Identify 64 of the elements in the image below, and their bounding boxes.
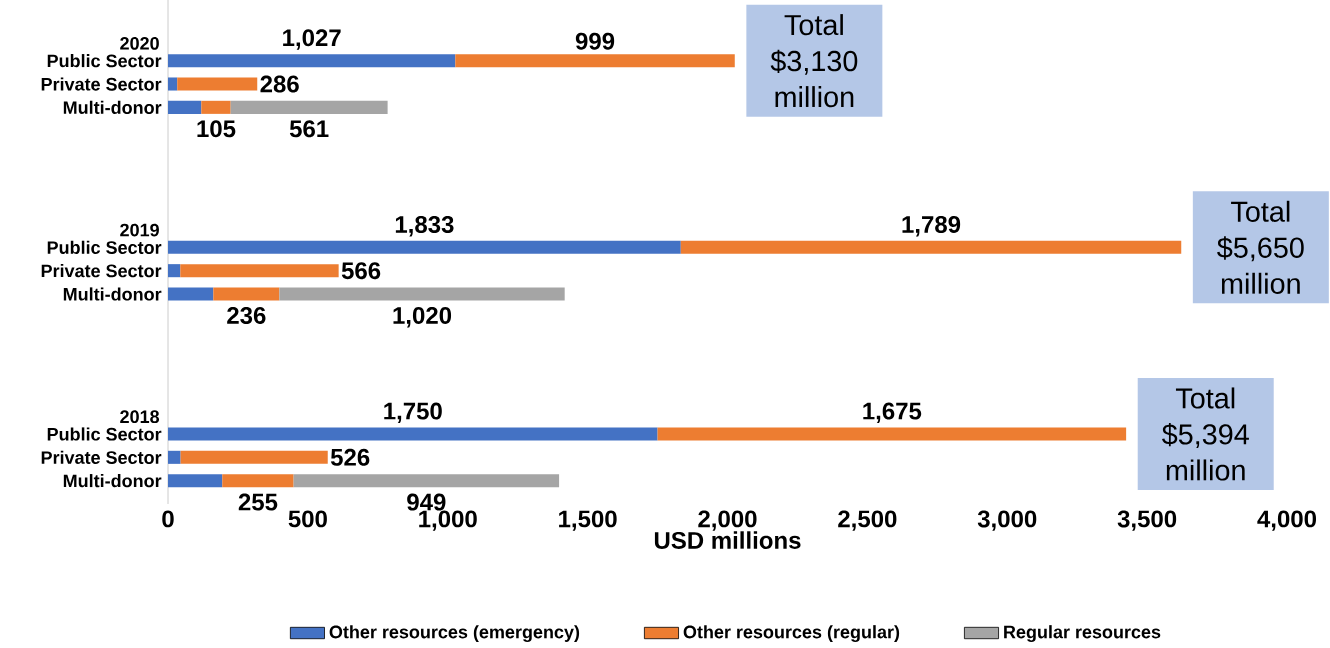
legend-label: Other resources (emergency)	[329, 625, 580, 643]
text: 2020	[120, 37, 159, 50]
y-tick-label: Multi-donor	[63, 474, 162, 488]
bar	[279, 287, 565, 301]
bar	[168, 100, 202, 114]
data-label: 1,027	[283, 29, 341, 50]
bar	[201, 100, 231, 114]
bar	[168, 287, 214, 301]
data-label: 1,750	[384, 402, 442, 424]
bar	[213, 287, 280, 301]
bar	[168, 474, 223, 488]
bar	[455, 54, 735, 68]
y-tick-label: Public Sector	[47, 54, 162, 68]
x-tick-label: 3,000	[977, 510, 1037, 531]
x-tick-label: 1,000	[419, 510, 477, 531]
data-label: 1,675	[863, 402, 922, 424]
y-tick-label: Multi-donor	[63, 287, 162, 301]
x-tick-label: 500	[288, 510, 327, 528]
x-tick-label: 1,500	[559, 510, 617, 531]
bar	[168, 450, 181, 464]
x-tick-label: 2,000	[698, 510, 757, 531]
bar	[180, 264, 339, 278]
x-tick-label: 4,000	[1257, 510, 1317, 531]
annotation: Total $3,130 million	[770, 14, 858, 108]
data-label: 286	[260, 75, 299, 93]
bar	[168, 240, 681, 254]
y-tick-label: Multi-donor	[63, 100, 162, 114]
x-tick-label: 0	[162, 510, 174, 528]
bar	[168, 264, 181, 278]
y-tick-label: Private Sector	[41, 264, 162, 278]
text: 2019	[120, 223, 159, 237]
data-label: 561	[289, 120, 329, 138]
annotation: Total $5,394 million	[1161, 387, 1249, 481]
data-label: 1,020	[393, 306, 452, 328]
x-tick-label: 3,500	[1117, 510, 1177, 531]
legend-label: Regular resources	[1004, 625, 1161, 643]
y-tick-label: Public Sector	[47, 240, 162, 254]
x-axis-title: USD millions	[654, 531, 801, 549]
bar	[222, 474, 294, 488]
bar	[680, 240, 1182, 254]
bar	[177, 77, 258, 91]
data-label: 1,833	[395, 215, 454, 237]
y-tick-label: Private Sector	[41, 77, 162, 91]
bar	[180, 450, 328, 464]
data-label: 526	[330, 448, 370, 466]
bar	[168, 427, 658, 441]
bar	[293, 474, 560, 488]
data-label: 105	[197, 120, 236, 138]
bar	[230, 100, 388, 114]
y-tick-label: Public Sector	[47, 427, 162, 441]
data-label: 236	[227, 306, 266, 324]
data-label: 566	[341, 262, 381, 280]
bar	[168, 77, 178, 91]
data-label: 949	[407, 493, 446, 511]
data-label: 255	[238, 493, 278, 511]
text: 2018	[120, 410, 160, 424]
bar	[168, 54, 456, 68]
x-tick-label: 2,500	[838, 510, 897, 531]
data-label: 1,789	[902, 215, 961, 237]
bar	[657, 427, 1127, 441]
data-label: 999	[575, 32, 615, 50]
legend-label: Other resources (regular)	[683, 625, 900, 643]
annotation: Total $5,650 million	[1217, 200, 1304, 294]
y-tick-label: Private Sector	[41, 450, 162, 464]
